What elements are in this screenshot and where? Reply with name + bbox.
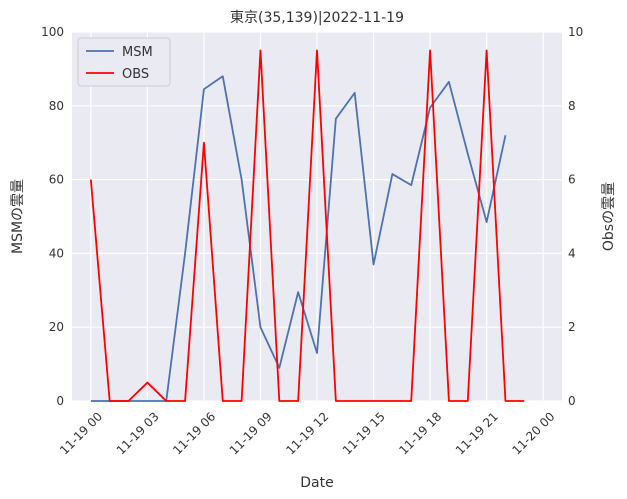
legend: MSM OBS xyxy=(77,37,171,87)
x-axis-title: Date xyxy=(300,475,333,491)
series-line-msm xyxy=(90,75,507,402)
x-tick-label: 11-19 21 xyxy=(453,409,501,457)
left-y-tick-label: 60 xyxy=(49,173,64,187)
legend-box xyxy=(77,37,171,87)
right-y-tick-label: 2 xyxy=(568,320,576,334)
x-tick-label: 11-19 09 xyxy=(227,409,275,457)
x-tick-label: 11-19 03 xyxy=(114,409,162,457)
left-y-tick-label: 80 xyxy=(49,99,64,113)
left-y-axis: 0 20 40 60 80 100 xyxy=(41,25,64,408)
legend-label-obs: OBS xyxy=(122,67,149,82)
right-y-tick-label: 4 xyxy=(568,246,576,260)
x-axis: 11-19 00 11-19 03 11-19 06 11-19 09 11-19 12… xyxy=(57,409,557,457)
left-y-axis-title: MSMの雲量 xyxy=(10,179,26,254)
x-tick-label: 11-19 15 xyxy=(340,409,388,457)
x-tick-label: 11-19 18 xyxy=(396,409,444,457)
chart-title: 東京(35,139)|2022-11-19 xyxy=(230,10,404,26)
x-tick-label: 11-19 06 xyxy=(170,409,218,457)
legend-label-msm: MSM xyxy=(122,45,153,60)
x-tick-label: 11-19 12 xyxy=(283,409,331,457)
right-y-tick-label: 0 xyxy=(568,394,576,408)
right-y-tick-label: 10 xyxy=(568,25,583,39)
x-tick-label: 11-19 00 xyxy=(57,409,105,457)
right-y-axis: 0 2 4 6 8 10 xyxy=(568,25,583,408)
right-y-tick-label: 6 xyxy=(568,173,576,187)
left-y-tick-label: 0 xyxy=(56,394,64,408)
series-lines xyxy=(89,49,525,402)
series-line-obs xyxy=(89,49,525,402)
left-y-tick-label: 40 xyxy=(49,246,64,260)
left-y-tick-label: 100 xyxy=(41,25,64,39)
left-y-tick-label: 20 xyxy=(49,320,64,334)
x-tick-label: 11-20 00 xyxy=(509,409,557,457)
right-y-axis-title: Obsの雲量 xyxy=(601,182,617,251)
right-y-tick-label: 8 xyxy=(568,99,576,113)
